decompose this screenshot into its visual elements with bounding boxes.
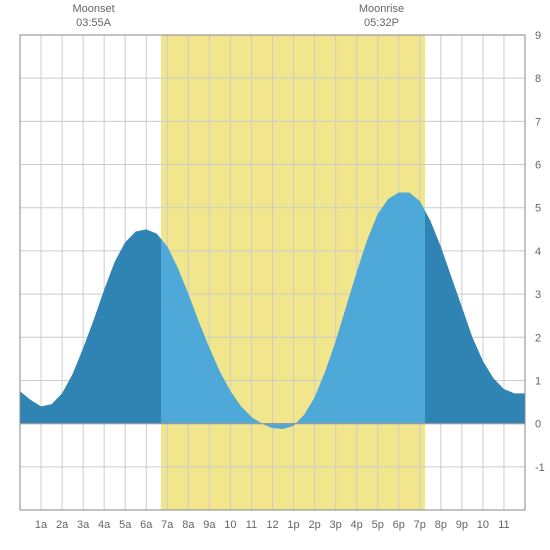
moonset-annotation: Moonset 03:55A [72, 2, 114, 31]
moonrise-annotation: Moonrise 05:32P [359, 2, 404, 31]
svg-text:1: 1 [535, 375, 541, 387]
svg-text:11: 11 [498, 519, 509, 531]
svg-text:8p: 8p [435, 519, 447, 531]
svg-text:8a: 8a [182, 519, 195, 531]
moonset-title: Moonset [72, 2, 114, 16]
svg-text:6: 6 [535, 160, 541, 172]
svg-text:5a: 5a [119, 519, 132, 531]
svg-text:9p: 9p [456, 519, 468, 531]
svg-text:5: 5 [535, 203, 541, 215]
svg-text:6p: 6p [393, 519, 405, 531]
svg-text:11: 11 [246, 519, 257, 531]
svg-text:1a: 1a [35, 519, 48, 531]
svg-text:3: 3 [535, 289, 541, 301]
svg-text:12: 12 [266, 519, 278, 531]
svg-text:7a: 7a [161, 519, 174, 531]
svg-text:9a: 9a [203, 519, 216, 531]
svg-text:10: 10 [224, 519, 236, 531]
svg-text:4a: 4a [98, 519, 111, 531]
chart-svg: 1a2a3a4a5a6a7a8a9a1011121p2p3p4p5p6p7p8p… [0, 0, 550, 550]
svg-text:8: 8 [535, 73, 541, 85]
svg-text:4: 4 [535, 246, 541, 258]
svg-text:1p: 1p [287, 519, 299, 531]
svg-text:4p: 4p [351, 519, 363, 531]
moonrise-title: Moonrise [359, 2, 404, 16]
svg-text:5p: 5p [372, 519, 384, 531]
svg-text:7: 7 [535, 116, 541, 128]
moonrise-time: 05:32P [359, 16, 404, 30]
moonset-time: 03:55A [72, 16, 114, 30]
tide-chart: Moonset 03:55A Moonrise 05:32P 1a 2a 3a 4a 5… [0, 0, 550, 550]
svg-text:2p: 2p [308, 519, 320, 531]
svg-text:3a: 3a [77, 519, 90, 531]
svg-text:9: 9 [535, 30, 541, 42]
svg-text:0: 0 [535, 419, 541, 431]
svg-text:-1: -1 [535, 462, 545, 474]
svg-text:2a: 2a [56, 519, 69, 531]
svg-text:7p: 7p [414, 519, 426, 531]
svg-text:3p: 3p [330, 519, 342, 531]
svg-text:10: 10 [477, 519, 489, 531]
svg-text:2: 2 [535, 332, 541, 344]
svg-text:6a: 6a [140, 519, 153, 531]
